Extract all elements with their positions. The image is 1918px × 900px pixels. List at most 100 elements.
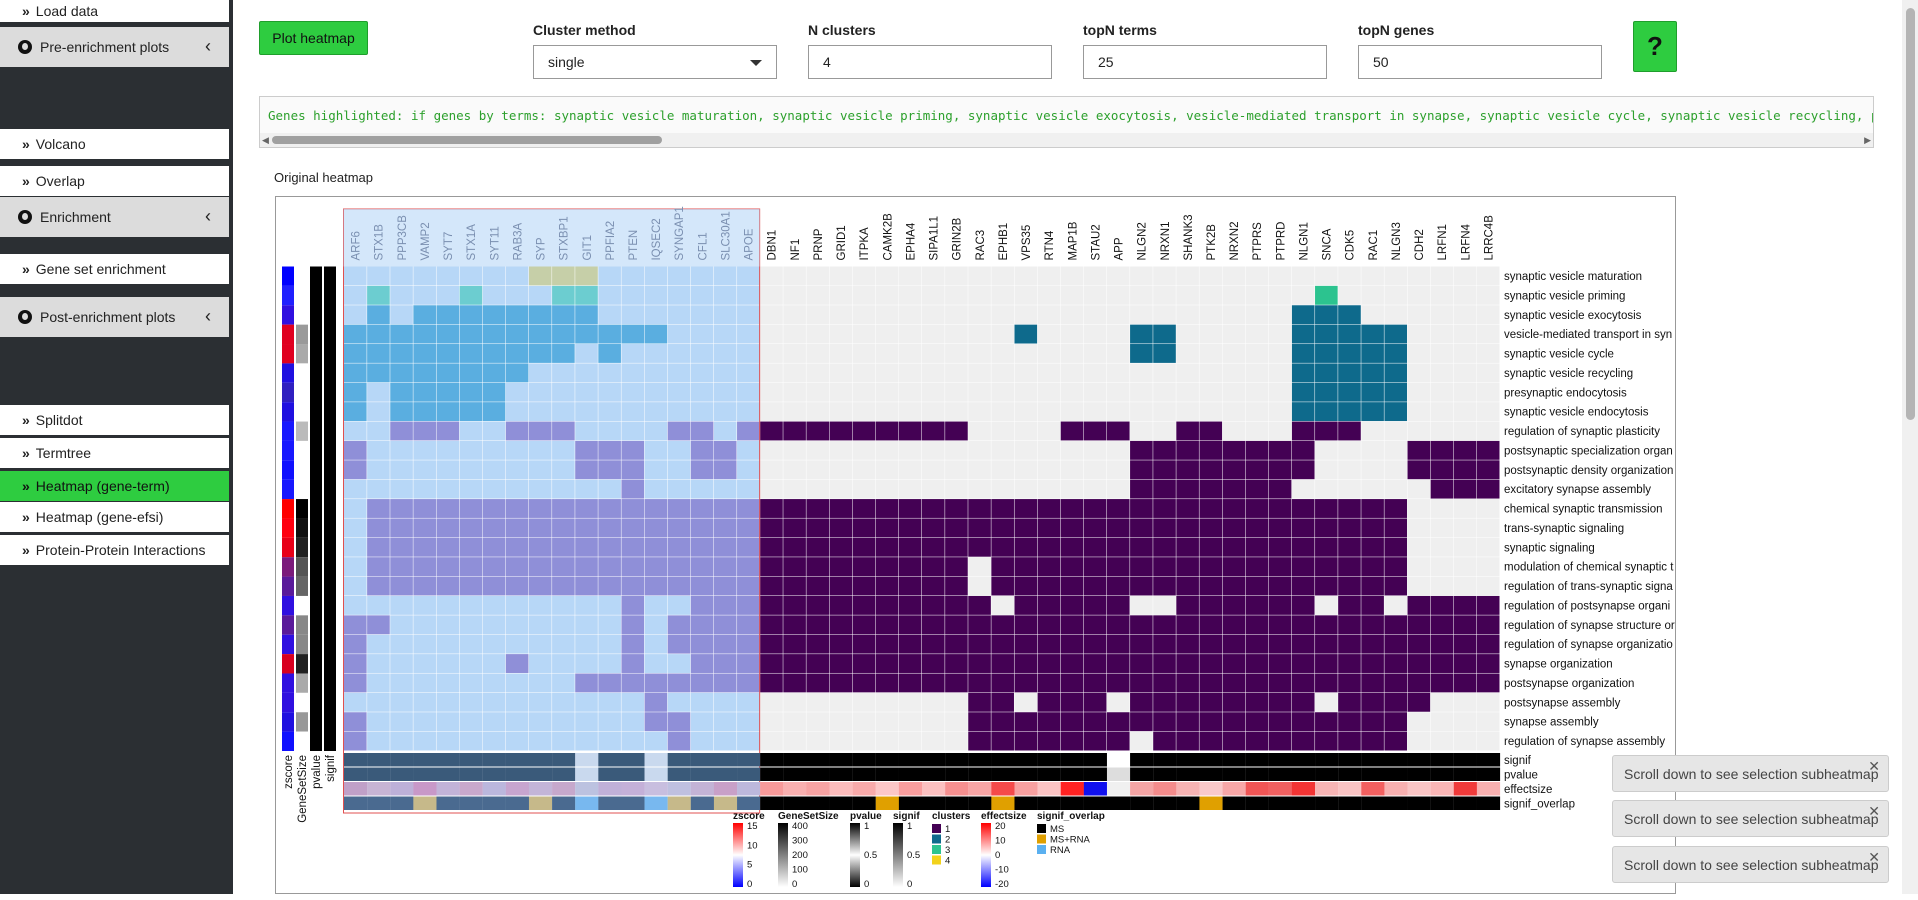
heatmap-cell[interactable] (713, 440, 737, 460)
heatmap-cell[interactable] (875, 692, 899, 712)
heatmap-cell[interactable] (598, 595, 621, 615)
heatmap-cell[interactable] (1245, 654, 1269, 673)
heatmap-cell[interactable] (1245, 518, 1269, 538)
heatmap-cell[interactable] (667, 499, 691, 518)
heatmap-cell[interactable] (505, 595, 529, 615)
heatmap-cell[interactable] (1476, 363, 1500, 383)
heatmap-cell[interactable] (1106, 421, 1130, 441)
heatmap-cell[interactable] (344, 421, 367, 441)
heatmap-cell[interactable] (1453, 402, 1477, 422)
heatmap-cell[interactable] (968, 460, 991, 480)
heatmap-cell[interactable] (436, 344, 460, 363)
heatmap-cell[interactable] (1291, 324, 1315, 344)
heatmap-cell[interactable] (806, 305, 830, 325)
heatmap-cell[interactable] (1153, 440, 1176, 460)
heatmap-cell[interactable] (667, 654, 691, 673)
heatmap-cell[interactable] (459, 344, 483, 363)
heatmap-cell[interactable] (1361, 557, 1384, 577)
heatmap-cell[interactable] (829, 499, 853, 518)
heatmap-cell[interactable] (1014, 537, 1038, 557)
heatmap-cell[interactable] (667, 440, 691, 460)
heatmap-cell[interactable] (482, 518, 506, 538)
heatmap-cell[interactable] (783, 460, 806, 480)
heatmap-cell[interactable] (713, 363, 737, 383)
heatmap-cell[interactable] (806, 285, 830, 305)
heatmap-cell[interactable] (528, 324, 552, 344)
heatmap-cell[interactable] (459, 382, 483, 402)
heatmap-cell[interactable] (991, 634, 1014, 654)
heatmap-cell[interactable] (945, 363, 968, 383)
heatmap-cell[interactable] (1153, 576, 1176, 596)
heatmap-cell[interactable] (1014, 460, 1038, 480)
heatmap-cell[interactable] (598, 363, 621, 383)
heatmap-cell[interactable] (1407, 421, 1431, 441)
heatmap-cell[interactable] (482, 382, 506, 402)
heatmap-cell[interactable] (1222, 363, 1246, 383)
heatmap-cell[interactable] (621, 460, 645, 480)
heatmap-cell[interactable] (621, 712, 645, 732)
heatmap-cell[interactable] (367, 344, 390, 363)
heatmap-cell[interactable] (1153, 285, 1176, 305)
heatmap-cell[interactable] (1338, 421, 1361, 441)
heatmap-cell[interactable] (852, 595, 876, 615)
heatmap-cell[interactable] (1291, 305, 1315, 325)
heatmap-cell[interactable] (737, 537, 760, 557)
heatmap-cell[interactable] (344, 266, 367, 286)
heatmap-cell[interactable] (737, 576, 760, 596)
heatmap-cell[interactable] (436, 363, 460, 383)
heatmap-cell[interactable] (505, 305, 529, 325)
heatmap-cell[interactable] (1315, 363, 1338, 383)
heatmap-cell[interactable] (1338, 731, 1361, 751)
heatmap-cell[interactable] (1176, 421, 1199, 441)
heatmap-cell[interactable] (459, 402, 483, 422)
heatmap-cell[interactable] (898, 324, 922, 344)
heatmap-cell[interactable] (991, 266, 1014, 286)
heatmap-cell[interactable] (552, 344, 575, 363)
heatmap-cell[interactable] (644, 479, 668, 499)
heatmap-cell[interactable] (737, 712, 760, 732)
heatmap-cell[interactable] (760, 576, 783, 596)
heatmap-cell[interactable] (1199, 382, 1223, 402)
heatmap-cell[interactable] (1130, 634, 1153, 654)
heatmap-cell[interactable] (1222, 460, 1246, 480)
heatmap-cell[interactable] (1106, 266, 1130, 286)
heatmap-cell[interactable] (459, 324, 483, 344)
heatmap-cell[interactable] (1083, 266, 1107, 286)
heatmap-cell[interactable] (1315, 576, 1338, 596)
heatmap-cell[interactable] (667, 576, 691, 596)
heatmap-cell[interactable] (852, 344, 876, 363)
heatmap-cell[interactable] (1014, 576, 1038, 596)
heatmap-cell[interactable] (806, 382, 830, 402)
heatmap-cell[interactable] (783, 557, 806, 577)
heatmap-cell[interactable] (1130, 518, 1153, 538)
heatmap-cell[interactable] (644, 285, 668, 305)
heatmap-cell[interactable] (390, 440, 413, 460)
heatmap-cell[interactable] (898, 363, 922, 383)
heatmap-cell[interactable] (1060, 499, 1084, 518)
heatmap-cell[interactable] (898, 344, 922, 363)
heatmap-cell[interactable] (852, 576, 876, 596)
heatmap-cell[interactable] (528, 634, 552, 654)
heatmap-cell[interactable] (1291, 615, 1315, 635)
heatmap-cell[interactable] (1315, 382, 1338, 402)
heatmap-cell[interactable] (783, 673, 806, 693)
heatmap-cell[interactable] (1199, 654, 1223, 673)
heatmap-cell[interactable] (1453, 692, 1477, 712)
heatmap-cell[interactable] (898, 595, 922, 615)
heatmap-cell[interactable] (482, 421, 506, 441)
heatmap-cell[interactable] (1060, 324, 1084, 344)
heatmap-cell[interactable] (528, 673, 552, 693)
heatmap-cell[interactable] (968, 692, 991, 712)
heatmap-cell[interactable] (1222, 266, 1246, 286)
heatmap-cell[interactable] (806, 654, 830, 673)
heatmap-cell[interactable] (875, 634, 899, 654)
heatmap-cell[interactable] (1199, 499, 1223, 518)
help-button[interactable]: ? (1633, 21, 1677, 72)
heatmap-cell[interactable] (1476, 460, 1500, 480)
heatmap-cell[interactable] (1037, 557, 1061, 577)
heatmap-cell[interactable] (968, 266, 991, 286)
heatmap-cell[interactable] (552, 731, 575, 751)
heatmap-cell[interactable] (690, 324, 714, 344)
heatmap-cell[interactable] (1222, 479, 1246, 499)
heatmap-cell[interactable] (344, 712, 367, 732)
